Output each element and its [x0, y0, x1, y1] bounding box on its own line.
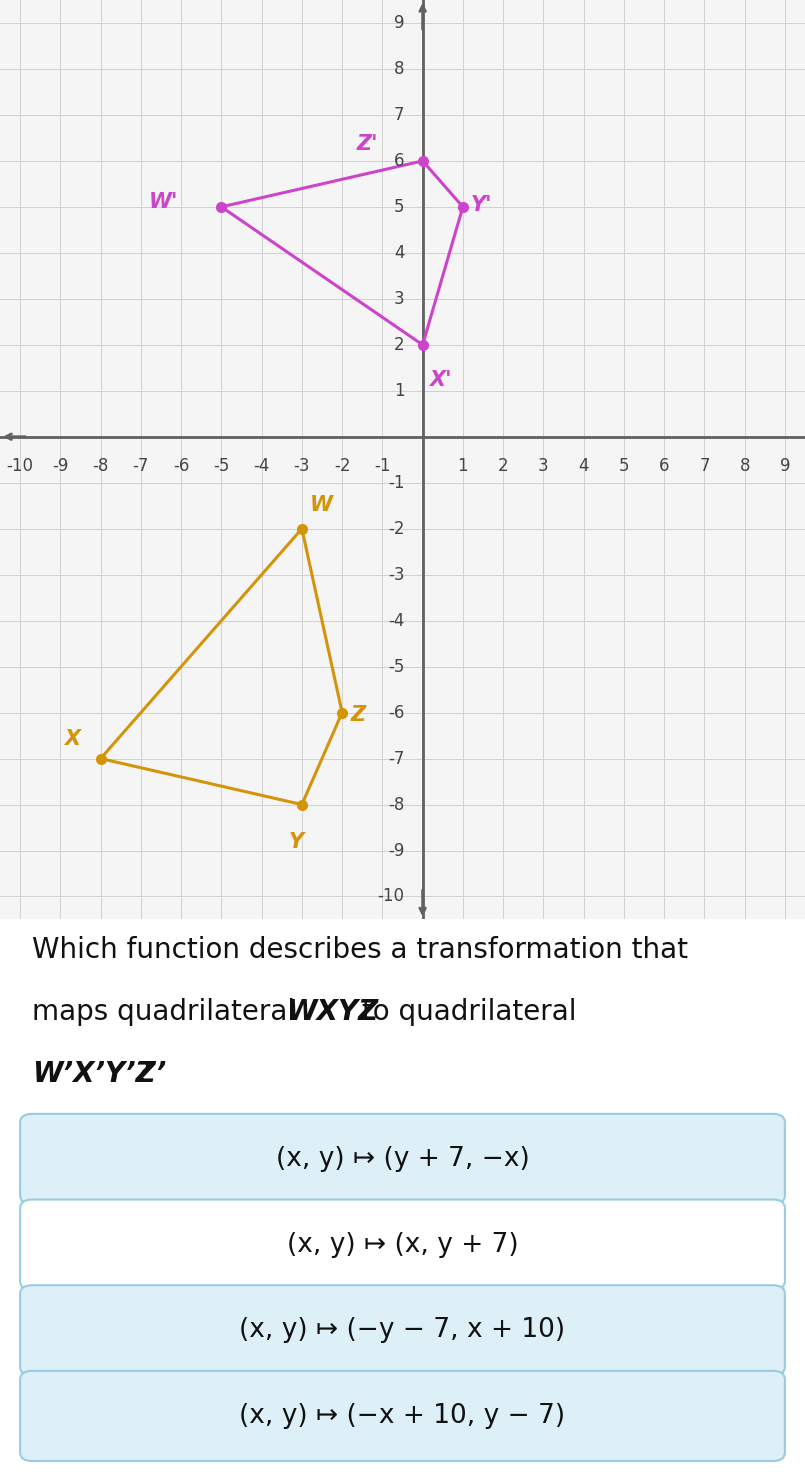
- Text: WXYZ: WXYZ: [286, 998, 378, 1026]
- Text: X: X: [64, 730, 80, 749]
- Text: -9: -9: [52, 457, 68, 476]
- Text: Z: Z: [350, 704, 365, 725]
- Text: -4: -4: [254, 457, 270, 476]
- Text: 6: 6: [394, 151, 404, 171]
- Text: -6: -6: [173, 457, 189, 476]
- Text: 6: 6: [658, 457, 670, 476]
- Text: -2: -2: [334, 457, 350, 476]
- Text: Z': Z': [357, 133, 378, 154]
- Text: (x, y) ↦ (y + 7, −x): (x, y) ↦ (y + 7, −x): [275, 1146, 530, 1172]
- Text: -5: -5: [388, 657, 404, 676]
- Text: -1: -1: [388, 473, 404, 492]
- Text: to quadrilateral: to quadrilateral: [353, 998, 576, 1026]
- Text: Y': Y': [471, 194, 493, 215]
- Text: -3: -3: [388, 565, 404, 584]
- Text: -2: -2: [388, 519, 404, 538]
- Text: 1: 1: [457, 457, 469, 476]
- Text: maps quadrilateral: maps quadrilateral: [32, 998, 304, 1026]
- Text: 3: 3: [394, 289, 404, 308]
- Text: (x, y) ↦ (−y − 7, x + 10): (x, y) ↦ (−y − 7, x + 10): [239, 1317, 566, 1344]
- Text: 2: 2: [497, 457, 509, 476]
- Text: X': X': [428, 371, 451, 390]
- Text: -8: -8: [93, 457, 109, 476]
- Text: 4: 4: [578, 457, 589, 476]
- Text: Y: Y: [288, 832, 303, 853]
- Text: 2: 2: [394, 335, 404, 354]
- Text: (x, y) ↦ (−x + 10, y − 7): (x, y) ↦ (−x + 10, y − 7): [239, 1403, 566, 1430]
- FancyBboxPatch shape: [20, 1370, 785, 1461]
- Text: -3: -3: [294, 457, 310, 476]
- Text: -4: -4: [388, 611, 404, 630]
- Text: 7: 7: [394, 105, 404, 125]
- FancyBboxPatch shape: [20, 1286, 785, 1375]
- Text: -1: -1: [374, 457, 390, 476]
- Text: 1: 1: [394, 381, 404, 400]
- Text: 3: 3: [538, 457, 549, 476]
- FancyBboxPatch shape: [20, 1200, 785, 1290]
- Text: -7: -7: [388, 749, 404, 768]
- Text: 9: 9: [779, 457, 791, 476]
- Text: -9: -9: [388, 841, 404, 860]
- Text: -6: -6: [388, 703, 404, 722]
- Text: -8: -8: [388, 795, 404, 814]
- Text: 4: 4: [394, 243, 404, 262]
- Text: ?: ?: [135, 1060, 150, 1089]
- Text: Which function describes a transformation that: Which function describes a transformatio…: [32, 936, 688, 964]
- Text: 5: 5: [394, 197, 404, 217]
- Text: -5: -5: [213, 457, 229, 476]
- Text: -10: -10: [6, 457, 34, 476]
- Text: W': W': [149, 193, 178, 212]
- Text: (x, y) ↦ (x, y + 7): (x, y) ↦ (x, y + 7): [287, 1231, 518, 1258]
- Text: 5: 5: [618, 457, 630, 476]
- Text: W’X’Y’Z’: W’X’Y’Z’: [32, 1060, 167, 1089]
- Text: -10: -10: [378, 887, 404, 906]
- Text: W: W: [310, 495, 333, 515]
- Text: -7: -7: [133, 457, 149, 476]
- Text: 8: 8: [739, 457, 750, 476]
- FancyBboxPatch shape: [20, 1114, 785, 1204]
- Text: 9: 9: [394, 13, 404, 33]
- Text: 8: 8: [394, 59, 404, 79]
- Text: 7: 7: [699, 457, 710, 476]
